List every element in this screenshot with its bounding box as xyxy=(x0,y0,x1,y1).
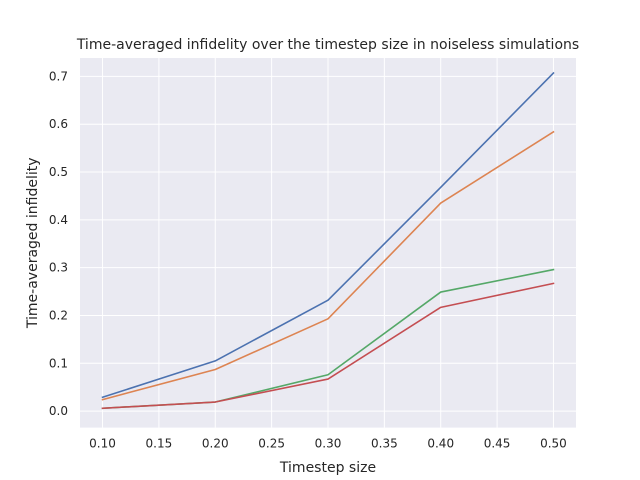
y-tick-label: 0.7 xyxy=(49,69,68,83)
x-tick-label: 0.35 xyxy=(371,437,398,451)
x-tick-label: 0.25 xyxy=(258,437,285,451)
y-tick-label: 0.1 xyxy=(49,356,68,370)
x-tick-labels: 0.10 0.15 0.20 0.25 0.30 0.35 0.40 0.45 0.50 xyxy=(89,437,567,451)
series-line-4 xyxy=(101,282,555,410)
y-tick-label: 0.3 xyxy=(49,261,68,275)
x-tick-label: 0.50 xyxy=(540,437,567,451)
x-tick-label: 0.40 xyxy=(427,437,454,451)
series-lines xyxy=(101,71,555,410)
x-axis-label: Timestep size xyxy=(279,460,376,476)
x-tick-label: 0.15 xyxy=(146,437,173,451)
series-line-2 xyxy=(101,130,555,401)
series-line-1 xyxy=(101,71,555,399)
chart-title: Time-averaged infidelity over the timest… xyxy=(76,37,579,53)
y-tick-label: 0.6 xyxy=(49,117,68,131)
x-tick-label: 0.20 xyxy=(202,437,229,451)
y-tick-label: 0.4 xyxy=(49,213,68,227)
y-tick-label: 0.5 xyxy=(49,165,68,179)
x-tick-label: 0.45 xyxy=(484,437,511,451)
x-tick-label: 0.10 xyxy=(89,437,116,451)
y-tick-labels: 0.0 0.1 0.2 0.3 0.4 0.5 0.6 0.7 xyxy=(49,69,68,418)
y-tick-label: 0.2 xyxy=(49,308,68,322)
x-tick-label: 0.30 xyxy=(315,437,342,451)
y-tick-label: 0.0 xyxy=(49,404,68,418)
grid-lines xyxy=(80,58,576,428)
y-axis-label: Time-averaged infidelity xyxy=(25,157,41,329)
